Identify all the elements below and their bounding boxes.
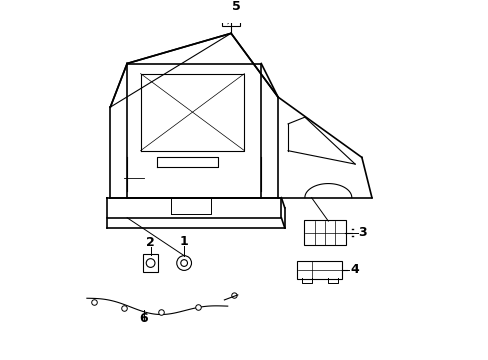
FancyBboxPatch shape (304, 220, 345, 245)
FancyBboxPatch shape (297, 261, 342, 279)
Circle shape (181, 260, 187, 266)
FancyBboxPatch shape (143, 254, 158, 272)
Text: 1: 1 (180, 235, 188, 248)
Circle shape (146, 259, 155, 267)
FancyBboxPatch shape (222, 15, 240, 26)
Text: 4: 4 (349, 263, 358, 276)
Text: 5: 5 (231, 0, 240, 13)
Text: 2: 2 (146, 236, 155, 249)
Circle shape (231, 293, 237, 298)
Circle shape (176, 256, 191, 270)
Text: 6: 6 (139, 312, 148, 325)
Text: 3: 3 (358, 226, 366, 239)
